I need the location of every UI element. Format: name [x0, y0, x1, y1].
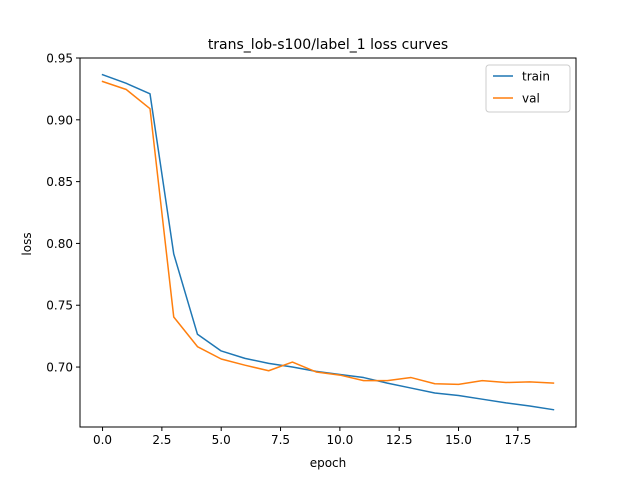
y-axis-label: loss	[20, 232, 34, 255]
x-tick-label: 10.0	[327, 433, 354, 447]
x-tick-label: 15.0	[445, 433, 472, 447]
x-tick-label: 7.5	[271, 433, 290, 447]
series-layer	[101, 73, 555, 411]
x-tick-label: 0.0	[93, 433, 112, 447]
legend-label-val: val	[522, 92, 540, 106]
plot-frame	[79, 57, 577, 428]
legend: train val	[485, 64, 571, 113]
x-tick-label: 12.5	[386, 433, 413, 447]
x-axis-label: epoch	[310, 456, 347, 470]
legend-label-train: train	[522, 70, 550, 84]
series-line-val	[101, 80, 555, 386]
y-tick-label: 0.80	[46, 237, 73, 251]
y-tick-label: 0.90	[46, 113, 73, 127]
x-tick-label: 5.0	[212, 433, 231, 447]
x-tick-label: 17.5	[504, 433, 531, 447]
y-tick-label: 0.95	[46, 52, 73, 66]
y-tick-label: 0.85	[46, 175, 73, 189]
chart-title: trans_lob-s100/label_1 loss curves	[208, 37, 448, 53]
y-axis: 0.70 0.75 0.80 0.85 0.90 0.95	[46, 52, 80, 375]
y-tick-label: 0.75	[46, 299, 73, 313]
x-axis: 0.0 2.5 5.0 7.5 10.0 12.5 15.0 17.5	[93, 427, 531, 447]
y-tick-label: 0.70	[46, 361, 73, 375]
x-tick-label: 2.5	[152, 433, 171, 447]
